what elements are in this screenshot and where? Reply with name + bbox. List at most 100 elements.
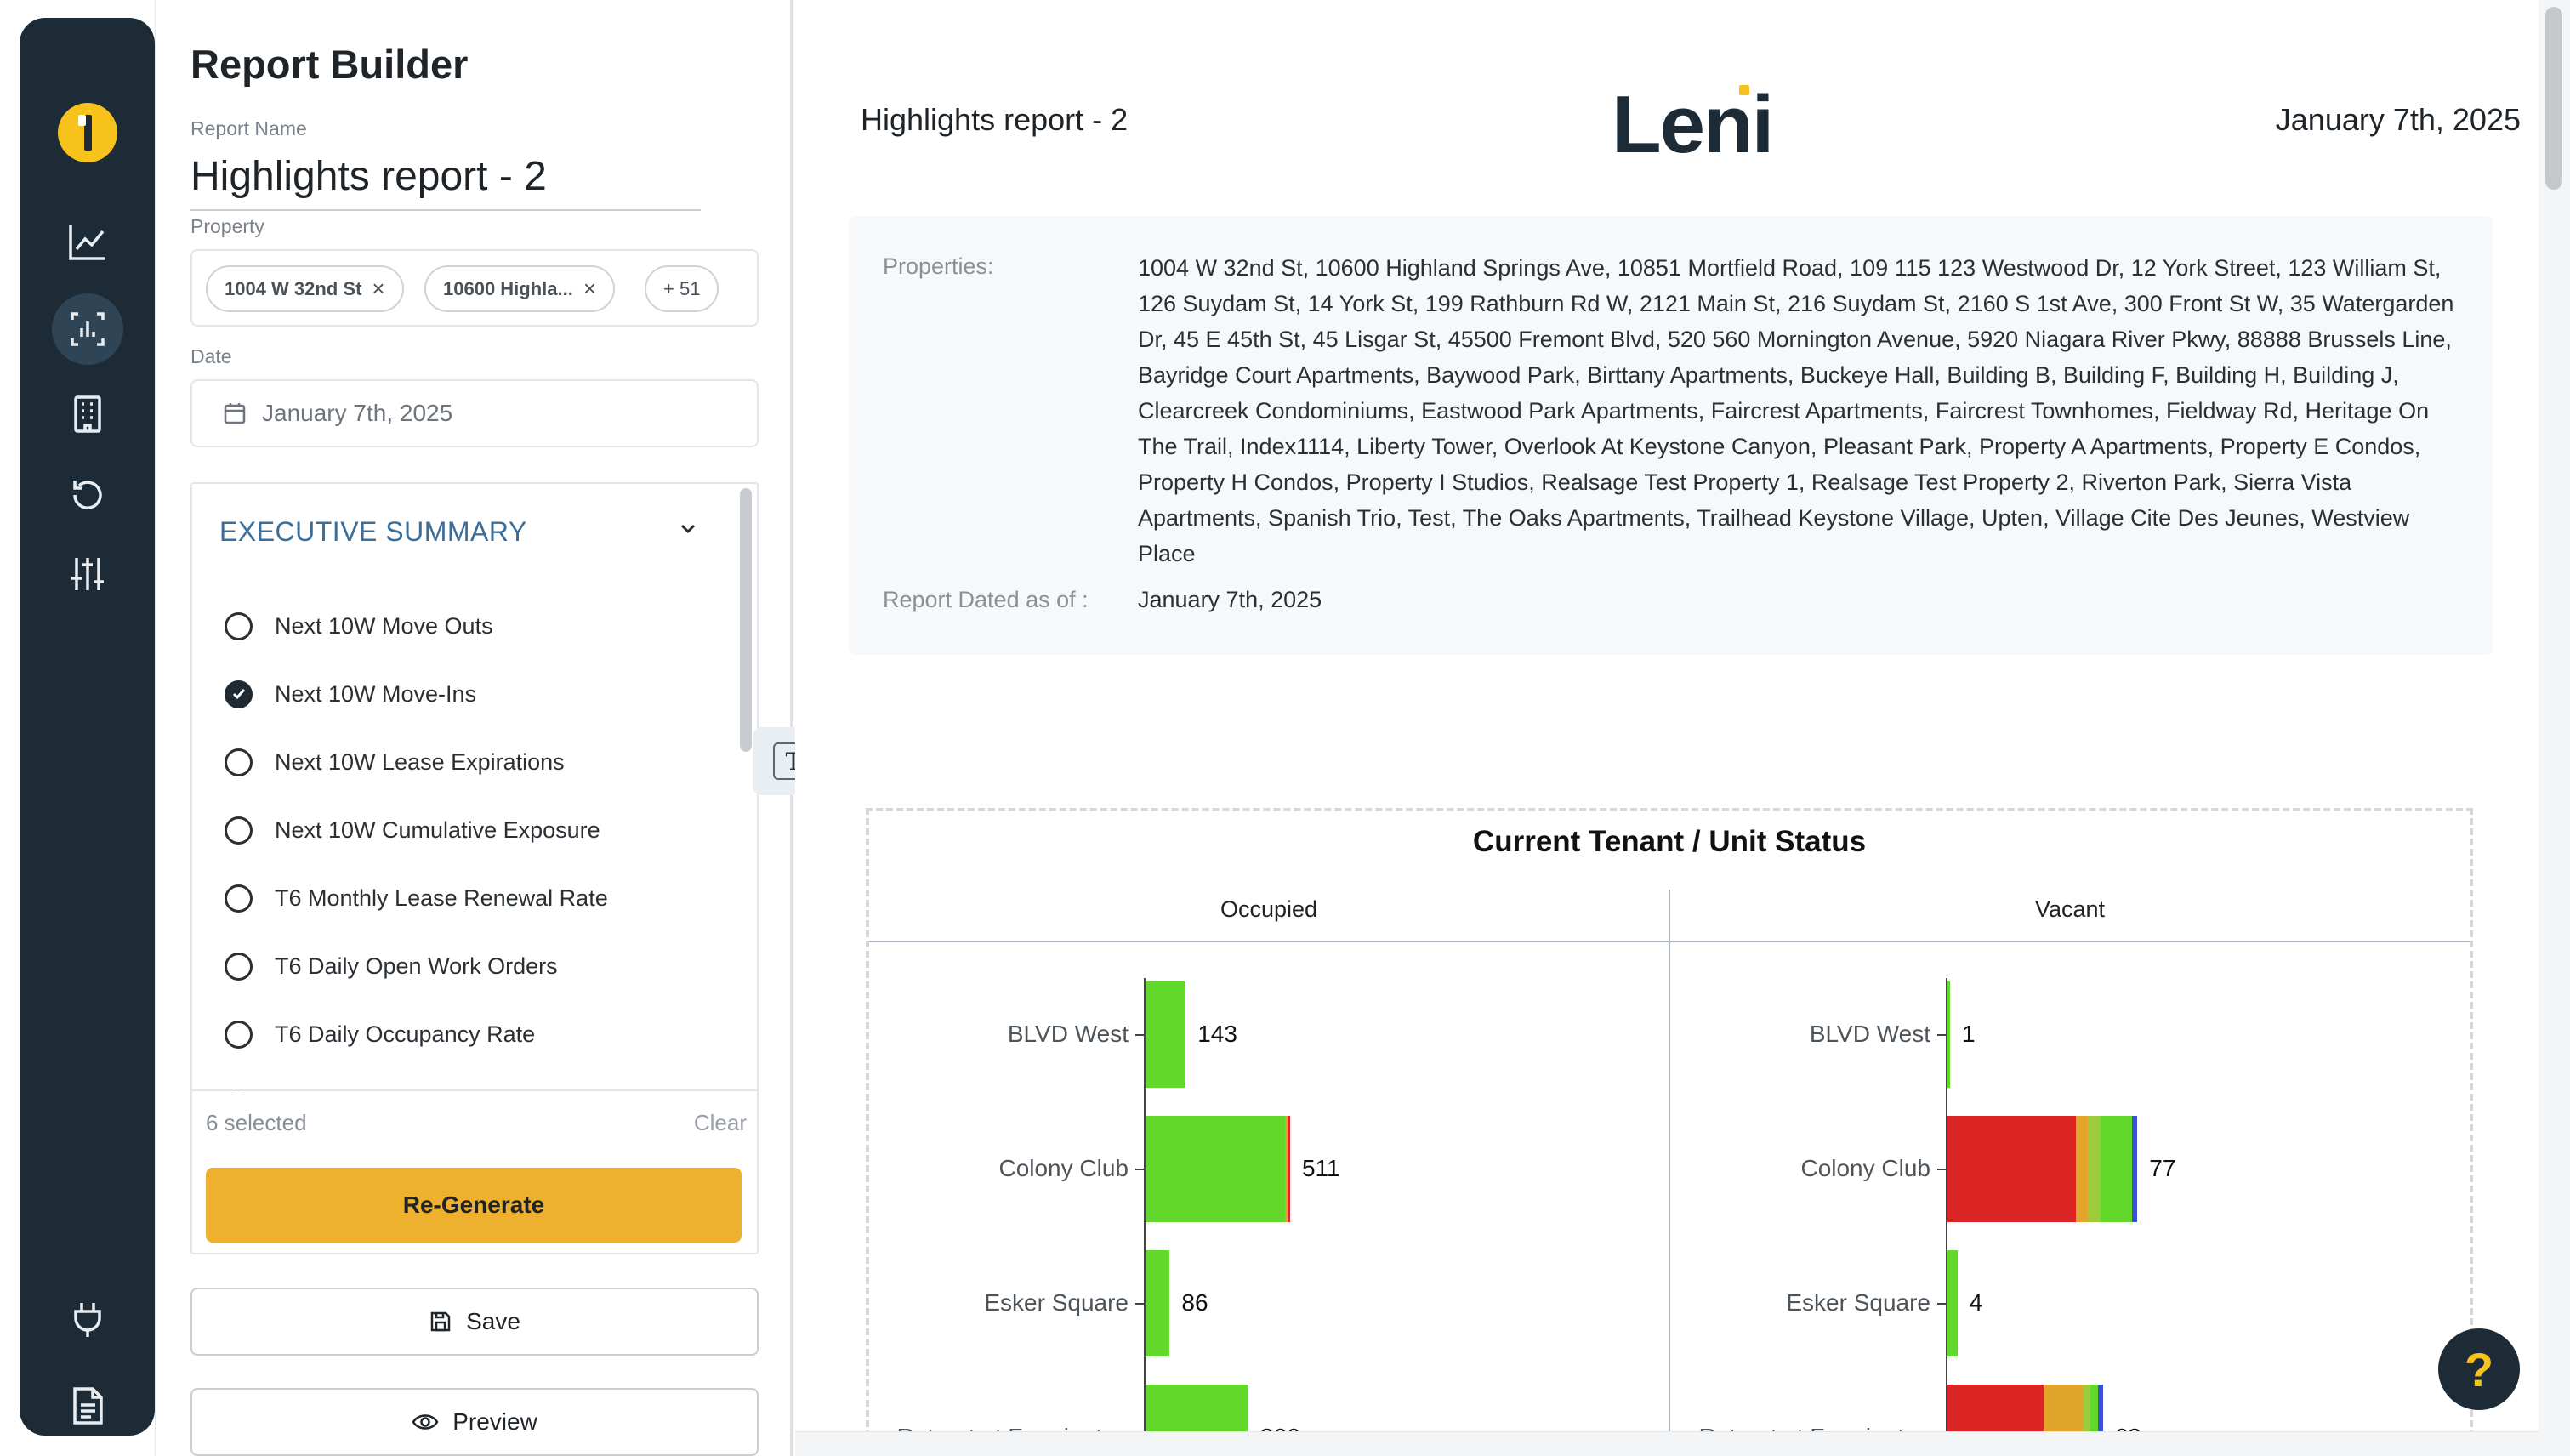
preview-label: Preview — [452, 1408, 537, 1435]
plug-icon[interactable] — [52, 1283, 123, 1355]
app-logo-icon[interactable] — [58, 103, 117, 162]
checkbox[interactable] — [225, 816, 253, 845]
bar-segment[interactable] — [1947, 1250, 1958, 1356]
metric-option[interactable]: Next 10W Move-Ins — [225, 677, 476, 711]
bar-segment[interactable] — [2088, 1116, 2101, 1222]
bar[interactable] — [1146, 1250, 1170, 1356]
property-chip[interactable]: 10600 Highla... × — [424, 265, 616, 312]
report-title: Highlights report - 2 — [861, 102, 1129, 137]
bar-segment[interactable] — [2097, 1385, 2103, 1456]
bar-segment[interactable] — [2132, 1116, 2138, 1222]
category-label: BLVD West — [1809, 1021, 1930, 1047]
vertical-scrollbar[interactable] — [2539, 0, 2570, 1456]
bar-segment[interactable] — [1146, 981, 1186, 1088]
checkbox[interactable] — [225, 952, 253, 981]
checkbox[interactable] — [225, 1020, 253, 1049]
metric-option[interactable]: T6 Daily Open Work Orders — [225, 949, 558, 983]
checkbox[interactable] — [225, 748, 253, 776]
bar[interactable] — [1947, 1250, 1958, 1356]
category-label: Colony Club — [998, 1155, 1129, 1181]
property-chip-label: 1004 W 32nd St — [225, 277, 362, 299]
save-button[interactable]: Save — [190, 1288, 759, 1356]
bar[interactable] — [1947, 1116, 2138, 1222]
bar-segment[interactable] — [1146, 1250, 1170, 1356]
bar-value-label: 143 — [1197, 1021, 1237, 1047]
analytics-icon[interactable] — [52, 206, 123, 277]
property-select[interactable]: 1004 W 32nd St × 10600 Highla... × + 51 — [190, 249, 759, 327]
leni-logo: Leni — [1612, 78, 1774, 172]
category-label: Esker Square — [1786, 1289, 1930, 1316]
bar-segment[interactable] — [1284, 1116, 1288, 1222]
bar-segment[interactable] — [2083, 1385, 2091, 1456]
bar-value-label: 511 — [1301, 1155, 1340, 1181]
section-title[interactable]: EXECUTIVE SUMMARY — [219, 516, 527, 547]
metric-option[interactable]: T6 Monthly Lease Renewal Rate — [225, 881, 608, 915]
chevron-down-icon[interactable] — [677, 518, 699, 540]
metric-option[interactable]: Next 10W Lease Expirations — [225, 745, 565, 779]
checkbox[interactable] — [225, 611, 253, 640]
building-icon[interactable] — [52, 378, 123, 450]
property-more-chip[interactable]: + 51 — [645, 265, 719, 312]
bar[interactable] — [1146, 1116, 1290, 1222]
metric-option[interactable]: T6 Daily Occupancy Rate — [225, 1017, 535, 1051]
report-name-input[interactable]: Highlights report - 2 — [190, 153, 701, 211]
report-name-label: Report Name — [190, 117, 307, 139]
help-button[interactable]: ? — [2438, 1328, 2520, 1410]
bar-segment[interactable] — [1287, 1116, 1290, 1222]
refresh-icon[interactable] — [52, 459, 123, 531]
bar-value-label: 1 — [1962, 1021, 1976, 1047]
bar-segment[interactable] — [1947, 1116, 2076, 1222]
section-scrollbar[interactable] — [740, 488, 752, 752]
horizontal-scrollbar[interactable] — [795, 1431, 2539, 1456]
bar[interactable] — [1947, 981, 1950, 1088]
date-picker[interactable]: January 7th, 2025 — [190, 379, 759, 447]
report-dated-value: January 7th, 2025 — [1138, 587, 1322, 612]
nav-rail — [20, 18, 155, 1436]
bar-segment[interactable] — [1947, 981, 1950, 1088]
bar-segment[interactable] — [2075, 1116, 2089, 1222]
report-builder-panel: Report Builder Report Name Highlights re… — [155, 0, 793, 1456]
axis-tick — [1135, 1169, 1144, 1170]
bar-segment[interactable] — [1146, 1116, 1285, 1222]
regenerate-button[interactable]: Re-Generate — [206, 1168, 742, 1243]
bar[interactable] — [1146, 981, 1186, 1088]
close-icon[interactable]: × — [372, 276, 385, 301]
checkbox[interactable] — [225, 884, 253, 913]
category-label: Esker Square — [984, 1289, 1129, 1316]
report-builder-icon[interactable] — [52, 293, 123, 365]
y-axis-line — [1144, 978, 1146, 1456]
close-icon[interactable]: × — [583, 276, 597, 301]
category-label: BLVD West — [1007, 1021, 1129, 1047]
sliders-icon[interactable] — [52, 538, 123, 610]
axis-tick — [1135, 1303, 1144, 1305]
date-value: January 7th, 2025 — [262, 400, 453, 426]
checked-checkbox[interactable] — [225, 680, 253, 708]
report-dated-label: Report Dated as of : — [883, 587, 1089, 612]
clear-button[interactable]: Clear — [693, 1110, 747, 1135]
metric-option-label: T6 Daily Occupancy Rate — [275, 1021, 536, 1047]
eye-icon — [412, 1414, 439, 1430]
category-label: Colony Club — [1800, 1155, 1930, 1181]
bar-segment[interactable] — [2100, 1116, 2133, 1222]
metric-option[interactable]: Next 10W Cumulative Exposure — [225, 813, 600, 847]
y-axis-line — [1946, 978, 1947, 1456]
bar-segment[interactable] — [2090, 1385, 2098, 1456]
facet-label-vacant: Vacant — [2034, 896, 2106, 922]
metric-option[interactable]: Next 10W Move Outs — [225, 609, 493, 643]
calendar-icon — [224, 403, 246, 424]
metric-option-label: Next 10W Move Outs — [275, 612, 493, 639]
properties-label: Properties: — [883, 253, 994, 279]
selected-count: 6 selected — [206, 1110, 307, 1135]
date-label: Date — [190, 345, 232, 367]
document-icon[interactable] — [52, 1370, 123, 1442]
properties-text: 1004 W 32nd St, 10600 Highland Springs A… — [1138, 255, 2454, 566]
preview-button[interactable]: Preview — [190, 1388, 759, 1456]
facet-label-occupied: Occupied — [1220, 896, 1318, 922]
bar-value-label: 86 — [1181, 1289, 1208, 1316]
check-icon — [232, 689, 245, 700]
scrollbar-thumb[interactable] — [2545, 7, 2562, 190]
metric-option-label: T6 Monthly Lease Renewal Rate — [275, 884, 608, 911]
facet-divider — [1669, 890, 1670, 1456]
property-chip[interactable]: 1004 W 32nd St × — [206, 265, 404, 312]
tenant-status-chart[interactable]: Current Tenant / Unit Status Occupied Va… — [866, 808, 2473, 1456]
